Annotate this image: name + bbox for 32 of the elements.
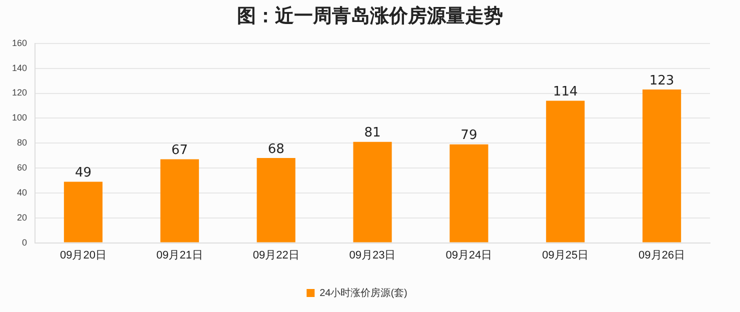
data-label: 67 bbox=[171, 143, 188, 158]
bar bbox=[160, 159, 199, 242]
data-label: 68 bbox=[268, 142, 284, 157]
bar bbox=[256, 158, 296, 242]
y-tick-label: 100 bbox=[12, 112, 28, 123]
bar bbox=[64, 182, 103, 242]
y-tick-label: 140 bbox=[12, 62, 28, 73]
y-tick-label: 80 bbox=[17, 138, 28, 148]
y-tick-label: 160 bbox=[12, 38, 28, 48]
x-tick-label: 09月21日 bbox=[156, 249, 203, 262]
y-tick-label: 60 bbox=[17, 162, 28, 173]
x-tick-label: 09月26日 bbox=[638, 249, 686, 262]
x-tick-label: 09月22日 bbox=[252, 249, 300, 262]
bar bbox=[546, 100, 585, 242]
x-tick-label: 09月23日 bbox=[349, 249, 396, 262]
bar bbox=[353, 142, 392, 242]
data-label: 49 bbox=[74, 166, 92, 181]
y-tick-label: 40 bbox=[17, 187, 28, 198]
data-label: 79 bbox=[460, 128, 478, 144]
data-label: 81 bbox=[364, 126, 381, 141]
bar bbox=[642, 90, 682, 242]
data-label: 114 bbox=[552, 84, 578, 100]
x-tick-label: 09月25日 bbox=[542, 249, 589, 262]
chart-title: 图：近一周青岛涨价房源量走势 bbox=[236, 4, 504, 29]
data-label: 123 bbox=[649, 73, 674, 88]
y-tick-label: 0 bbox=[22, 237, 28, 248]
x-tick-label: 09月24日 bbox=[446, 249, 492, 262]
y-tick-label: 120 bbox=[12, 88, 28, 98]
bar bbox=[450, 144, 488, 242]
legend-label: 24小时涨价房源(套) bbox=[320, 286, 408, 299]
y-tick-label: 20 bbox=[17, 212, 28, 222]
x-tick-label: 09月20日 bbox=[60, 249, 106, 262]
